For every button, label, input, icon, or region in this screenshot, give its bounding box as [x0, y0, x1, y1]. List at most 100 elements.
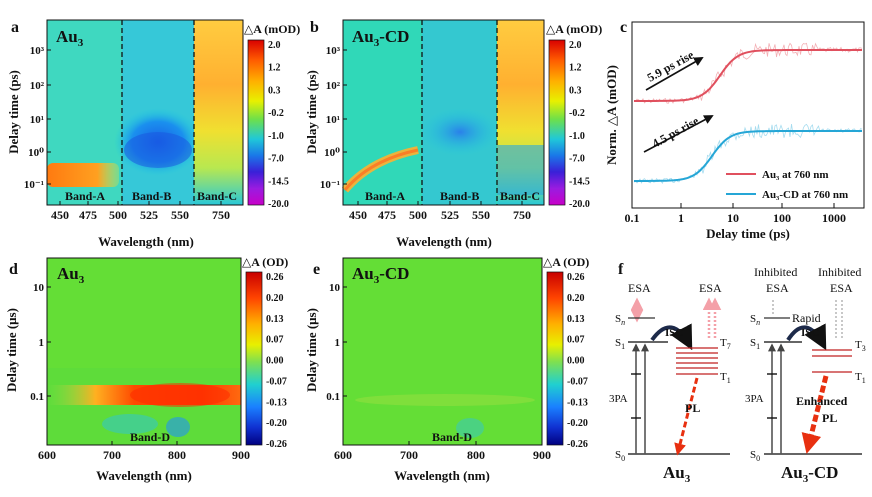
panel-c: 5.9 ps rise 4.5 ps rise Au₃ at 760 nm Au… — [604, 19, 865, 241]
x-tick-label: 450 — [51, 208, 69, 222]
y-tick-label: 10 — [33, 282, 45, 294]
y-tick-label: 10⁰ — [28, 147, 44, 159]
y-tick-label: 10¹ — [326, 114, 340, 126]
colorbar-tick-label: 0.3 — [268, 85, 281, 96]
y-tick-label: 1 — [39, 337, 45, 349]
panel-b-ylabel: Delay time (ps) — [304, 70, 319, 154]
x-tick-label: 1000 — [822, 211, 846, 225]
panel-f-letter: f — [618, 261, 624, 278]
panel-b-letter: b — [310, 19, 319, 36]
y-tick-label: 10³ — [326, 45, 341, 57]
colorbar-tick-label: -0.07 — [567, 376, 588, 387]
panel-c-xticks: 0.1 1 10 100 1000 — [625, 203, 846, 225]
panel-a-letter: a — [11, 19, 19, 36]
band-a-label: Band-A — [65, 189, 105, 203]
three-pa-label-cd: 3PA — [745, 393, 764, 405]
y-tick-label: 10⁻¹ — [320, 179, 340, 191]
jablonski-au3cd: Inhibited ESA Inhibited ESA Sn Rapid S1 … — [745, 265, 866, 485]
pl-label-cd: PL — [822, 411, 837, 425]
y-tick-label: 10⁰ — [324, 147, 340, 159]
panel-d-letter: d — [9, 261, 18, 278]
x-tick-label: 900 — [232, 448, 250, 462]
enhanced-label: Enhanced — [796, 394, 848, 408]
inhibited-esa-left: Inhibited — [754, 265, 797, 279]
panel-b-yticks: 10³ 10² 10¹ 10⁰ 10⁻¹ — [320, 45, 347, 191]
enhanced-pl-arrow — [801, 375, 829, 454]
colorbar-tick-label: 0.13 — [567, 314, 585, 325]
colorbar-tick-label: -20.0 — [268, 199, 289, 210]
isc-label-cd: ISC — [801, 327, 819, 339]
colorbar-tick-label: -14.5 — [268, 176, 289, 187]
panel-a: a Au3 Band-A Band-B Band-C Delay time (p… — [6, 19, 300, 249]
colorbar-tick-label: -1.0 — [569, 131, 585, 142]
x-tick-label: 600 — [334, 448, 352, 462]
colorbar-tick-label: 0.00 — [567, 356, 585, 367]
y-tick-label: 10¹ — [30, 114, 44, 126]
colorbar-tick-label: -0.20 — [266, 418, 287, 429]
x-tick-label: 100 — [773, 211, 791, 225]
colorbar-tick-label: 0.26 — [266, 272, 284, 283]
t-top-label-cd: T3 — [855, 339, 866, 353]
x-tick-label: 800 — [168, 448, 186, 462]
colorbar-tick-label: 0.3 — [569, 85, 582, 96]
colorbar-tick-label: -0.07 — [266, 376, 287, 387]
heatmap-e-feature — [456, 418, 484, 438]
panel-d-yticks: 10 1 0.1 — [30, 282, 51, 403]
x-tick-label: 10 — [727, 211, 739, 225]
panel-d-xlabel: Wavelength (nm) — [96, 468, 192, 483]
band-a-feature — [47, 163, 119, 187]
colorbar-b-label: △A (mOD) — [546, 22, 602, 36]
esa-left-label: ESA — [628, 281, 651, 295]
x-tick-label: 1 — [678, 211, 684, 225]
s1-label: S1 — [615, 337, 625, 351]
colorbar-tick-label: 2.0 — [569, 40, 582, 51]
colorbar-tick-label: -0.26 — [567, 439, 588, 450]
band-c-label: Band-C — [197, 189, 237, 203]
x-tick-label: 700 — [103, 448, 121, 462]
y-tick-label: 0.1 — [30, 391, 44, 403]
band-c-feature — [194, 20, 243, 205]
colorbar-tick-label: -7.0 — [268, 154, 284, 165]
inhibited-esa-right: Inhibited — [818, 265, 861, 279]
panel-a-yticks: 10³ 10² 10¹ 10⁰ 10⁻¹ — [24, 45, 51, 191]
band-d-label-cd: Band-D — [432, 430, 472, 444]
panel-a-sample: Au3 — [56, 27, 84, 49]
colorbar-e-ticks: 0.26 0.20 0.13 0.07 0.00 -0.07 -0.13 -0.20 -0.26 — [567, 272, 588, 450]
x-tick-label: 800 — [467, 448, 485, 462]
colorbar-b-ticks: 2.0 1.2 0.3 -0.2 -1.0 -7.0 -14.5 -20.0 — [569, 40, 590, 210]
jablonski-au3: ESA ESA Sn S1 S0 3PA ISC T7 — [609, 281, 731, 485]
colorbar-tick-label: -7.0 — [569, 154, 585, 165]
panel-a-ylabel: Delay time (ps) — [6, 70, 21, 154]
x-tick-label: 450 — [349, 208, 367, 222]
colorbar-e-label: △A (OD) — [543, 255, 589, 269]
panel-d-ylabel: Delay time (μs) — [4, 308, 19, 392]
colorbar-tick-label: 0.13 — [266, 314, 284, 325]
panel-b: b Au3-CD Band-A Band-B Band-C Delay time… — [304, 19, 602, 249]
panel-c-xlabel: Delay time (ps) — [706, 226, 790, 241]
panel-d-xticks: 600 700 800 900 — [38, 441, 250, 462]
panel-e-xticks: 600 700 800 900 — [334, 441, 551, 462]
colorbar-a-label: △A (mOD) — [244, 22, 300, 36]
au3cd-label: Au3-CD — [781, 463, 838, 485]
heatmap-e-background — [343, 258, 542, 445]
inhibited-esa-left-esa: ESA — [766, 281, 789, 295]
s1-label-cd: S1 — [750, 337, 760, 351]
x-tick-label: 0.1 — [625, 211, 640, 225]
inhibited-esa-right-esa: ESA — [830, 281, 853, 295]
x-tick-label: 525 — [140, 208, 158, 222]
x-tick-label: 525 — [441, 208, 459, 222]
panel-d-sample: Au3 — [57, 264, 85, 286]
colorbar-tick-label: -0.26 — [266, 439, 287, 450]
colorbar-tick-label: 0.00 — [266, 356, 284, 367]
panel-b-xlabel: Wavelength (nm) — [396, 234, 492, 249]
x-tick-label: 475 — [79, 208, 97, 222]
band-b-label: Band-B — [132, 189, 171, 203]
panel-b-sample: Au3-CD — [352, 27, 409, 49]
colorbar-tick-label: 0.26 — [567, 272, 585, 283]
panel-e-ylabel: Delay time (μs) — [304, 308, 319, 392]
isc-arrow-cd — [786, 323, 827, 351]
isc-label: ISC — [665, 327, 683, 339]
colorbar-tick-label: -14.5 — [569, 176, 590, 187]
esa-right-label: ESA — [699, 281, 722, 295]
